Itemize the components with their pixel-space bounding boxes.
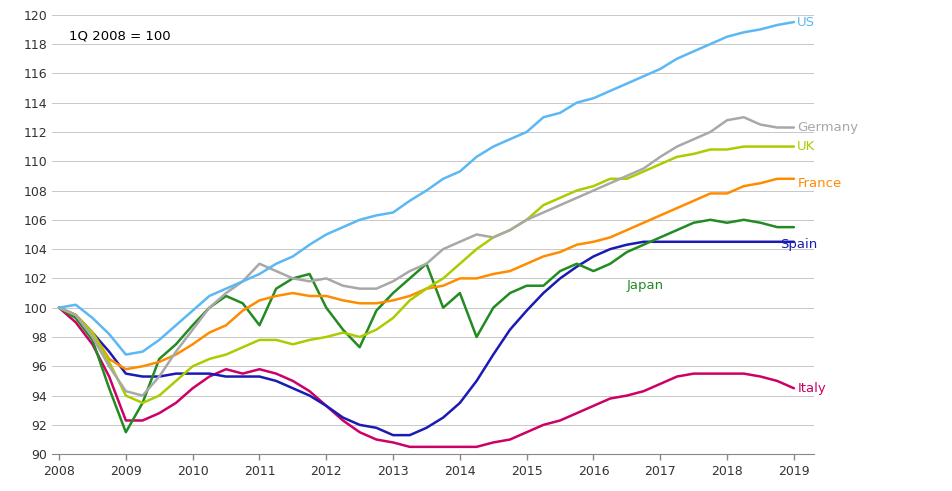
- Text: UK: UK: [797, 140, 816, 153]
- Text: France: France: [797, 177, 842, 190]
- Text: Germany: Germany: [797, 121, 859, 134]
- Text: 1Q 2008 = 100: 1Q 2008 = 100: [69, 29, 170, 42]
- Text: US: US: [797, 16, 815, 28]
- Text: Japan: Japan: [627, 279, 664, 292]
- Text: Spain: Spain: [781, 238, 818, 251]
- Text: Italy: Italy: [797, 382, 826, 395]
